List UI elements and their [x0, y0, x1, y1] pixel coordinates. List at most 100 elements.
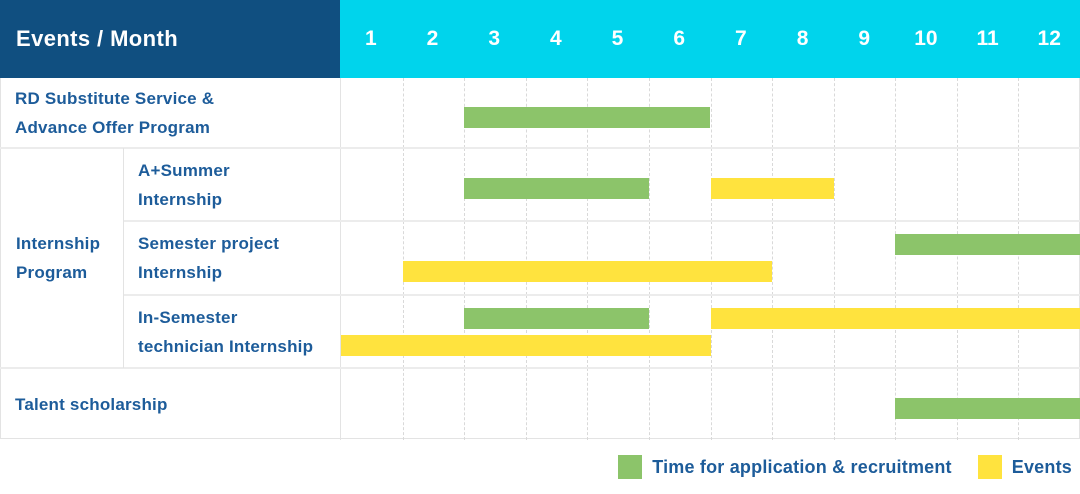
event-label: Talent scholarship — [0, 368, 168, 440]
month-gridline — [525, 368, 527, 440]
month-gridline — [648, 148, 650, 221]
legend-item-event: Events — [977, 455, 1072, 479]
month-header-2: 2 — [426, 27, 439, 50]
event-label: RD Substitute Service & Advance Offer Pro… — [0, 78, 214, 148]
row-separator — [0, 367, 1080, 369]
month-grid — [340, 221, 1080, 295]
month-gridline — [956, 148, 958, 221]
table-row: Semester project Internship — [0, 221, 1080, 295]
table-row: A+Summer Internship — [0, 148, 1080, 221]
month-gridline — [895, 78, 897, 148]
table-row: In-Semester technician Internship — [0, 295, 1080, 368]
month-gridline — [525, 221, 527, 295]
application-swatch — [618, 455, 643, 479]
month-grid — [340, 295, 1080, 368]
table-row: Talent scholarship — [0, 368, 1080, 440]
month-gridline — [648, 295, 650, 368]
header-title: Events / Month — [0, 0, 340, 78]
month-grid — [340, 78, 1080, 148]
month-header-8: 8 — [796, 27, 809, 50]
month-gridline — [587, 368, 589, 440]
month-gridline — [956, 295, 958, 368]
event-label-line: Semester project — [138, 234, 280, 253]
month-gridline — [648, 368, 650, 440]
application-bar — [464, 178, 649, 199]
event-bar — [710, 178, 834, 199]
row-separator — [0, 147, 1080, 149]
event-bar — [710, 308, 1080, 329]
month-gridline — [833, 221, 835, 295]
legend-item-application: Time for application & recruitment — [618, 455, 952, 479]
month-gridline — [402, 221, 404, 295]
month-gridline — [772, 78, 774, 148]
group-cell-internship-program: Internship Program — [0, 148, 124, 368]
month-gridline — [833, 78, 835, 148]
month-gridline — [525, 295, 527, 368]
month-header-6: 6 — [673, 27, 686, 50]
month-gridline — [402, 148, 404, 221]
event-label-line: RD Substitute Service & — [15, 89, 215, 108]
month-gridline — [956, 78, 958, 148]
legend-label: Time for application & recruitment — [652, 456, 952, 477]
event-label-line: In-Semester — [138, 307, 238, 327]
month-header-7: 7 — [735, 27, 747, 50]
month-header-10: 10 — [914, 27, 938, 50]
group-label-line: Program — [16, 263, 88, 282]
month-header-9: 9 — [858, 27, 871, 50]
event-label: A+Summer Internship — [124, 148, 230, 221]
month-gridline — [772, 368, 774, 440]
legend: Time for application & recruitment Events — [0, 440, 1080, 494]
month-gridline — [464, 368, 466, 440]
month-header-5: 5 — [611, 27, 624, 50]
month-gridline — [710, 78, 712, 148]
application-bar — [895, 234, 1080, 255]
month-gridline — [1018, 78, 1020, 148]
application-bar — [895, 397, 1080, 419]
month-gridline — [464, 221, 466, 295]
month-gridline — [710, 368, 712, 440]
month-gridline — [464, 295, 466, 368]
table-row: RD Substitute Service & Advance Offer Pro… — [0, 78, 1080, 148]
event-bar — [402, 261, 773, 282]
application-bar — [464, 308, 649, 329]
legend-label: Events — [1011, 456, 1072, 477]
event-label-line: Internship — [138, 263, 223, 282]
month-gridline — [1018, 221, 1020, 295]
month-header-4: 4 — [550, 27, 562, 50]
month-gridline — [1018, 148, 1020, 221]
month-gridline — [956, 221, 958, 295]
month-gridline — [402, 295, 404, 368]
month-gridline — [587, 295, 589, 368]
event-label-line: A+Summer — [138, 160, 230, 180]
month-header-3: 3 — [488, 27, 501, 50]
month-gridline — [587, 221, 589, 295]
month-header-12: 12 — [1037, 27, 1061, 50]
month-gridline — [895, 221, 897, 295]
table-header: Events / Month 1 2 3 4 5 6 7 8 9 10 11 12 — [0, 0, 1080, 78]
month-gridline — [772, 295, 774, 368]
month-gridline — [833, 148, 835, 221]
month-gridline — [833, 368, 835, 440]
event-label: Semester project Internship — [124, 221, 279, 295]
month-grid — [340, 148, 1080, 221]
event-label-line: Talent scholarship — [15, 394, 168, 414]
month-gridline — [833, 295, 835, 368]
month-gridline — [772, 221, 774, 295]
month-gridline — [710, 295, 712, 368]
event-swatch — [977, 455, 1002, 479]
month-header-11: 11 — [976, 27, 999, 50]
event-label-line: technician Internship — [138, 336, 314, 356]
group-label-line: Internship — [16, 234, 101, 253]
event-bar — [341, 335, 711, 356]
month-grid — [340, 368, 1080, 440]
month-header-1: 1 — [364, 27, 377, 50]
event-label: In-Semester technician Internship — [124, 295, 313, 368]
month-gridline — [402, 78, 404, 148]
month-gridline — [710, 221, 712, 295]
month-gridline — [648, 221, 650, 295]
month-gridline — [1018, 295, 1020, 368]
month-gridline — [895, 148, 897, 221]
event-label-line: Advance Offer Program — [15, 118, 211, 137]
event-label-line: Internship — [138, 189, 223, 209]
